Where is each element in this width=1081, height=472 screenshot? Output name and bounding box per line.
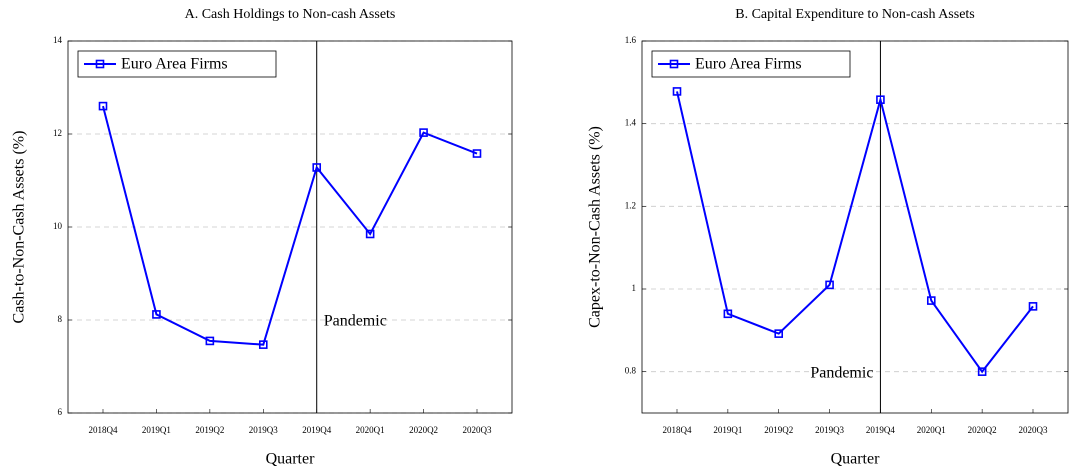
- y-tick-label: 1: [632, 283, 637, 293]
- legend-marker: [669, 59, 679, 69]
- point-marker: [152, 310, 161, 319]
- x-tick-label: 2019Q4: [866, 425, 895, 435]
- x-axis-label: Quarter: [266, 451, 316, 468]
- point-marker: [926, 296, 936, 305]
- x-tick-label: 2019Q1: [713, 425, 742, 435]
- legend-text: Euro Area Firms: [695, 56, 802, 73]
- x-tick-label: 2018Q4: [89, 425, 118, 435]
- x-tick-label: 2020Q3: [1019, 425, 1048, 435]
- point-marker: [723, 309, 733, 319]
- point-marker: [825, 280, 834, 290]
- y-tick-label: 12: [53, 128, 62, 138]
- y-tick-label: 14: [53, 35, 63, 45]
- plot-frame: [641, 40, 1069, 414]
- x-tick-label: 2019Q4: [302, 425, 331, 435]
- point-marker: [365, 229, 375, 239]
- x-tick-label: 2019Q2: [195, 425, 224, 435]
- y-tick-label: 1.4: [625, 118, 637, 128]
- x-tick-label: 2020Q3: [463, 425, 492, 435]
- point-marker: [977, 367, 987, 376]
- chart-title: A. Cash Holdings to Non-cash Assets: [185, 7, 396, 22]
- x-tick-label: 2019Q3: [249, 425, 278, 435]
- chart-panel: 0.8 1 1.2 1.4 1.6 2018Q4 2019Q1 2019Q2 2019Q3 201…: [587, 7, 1069, 468]
- point-marker: [774, 329, 784, 338]
- point-marker: [98, 101, 108, 111]
- legend-text: Euro Area Firms: [121, 56, 228, 73]
- x-tick-label: 2020Q2: [968, 425, 997, 435]
- point-marker: [472, 149, 482, 158]
- point-marker: [258, 340, 268, 349]
- y-tick-label: 1.6: [625, 35, 637, 45]
- y-tick-label: 10: [53, 221, 63, 231]
- point-marker: [876, 95, 885, 104]
- x-tick-label: 2020Q1: [356, 425, 385, 435]
- x-tick-label: 2019Q1: [142, 425, 171, 435]
- y-tick-label: 6: [58, 407, 63, 417]
- series-line: [102, 105, 478, 346]
- x-axis-label: Quarter: [831, 451, 881, 468]
- y-tick-label: 0.8: [625, 366, 637, 376]
- x-tick-label: 2019Q3: [815, 425, 844, 435]
- x-tick-label: 2020Q1: [917, 425, 946, 435]
- x-tick-label: 2018Q4: [663, 425, 692, 435]
- chart-title: B. Capital Expenditure to Non-cash Asset…: [735, 7, 975, 22]
- y-tick-label: 1.2: [625, 200, 636, 210]
- y-tick-label: 8: [58, 314, 63, 324]
- point-marker: [205, 336, 215, 346]
- x-tick-label: 2020Q2: [409, 425, 438, 435]
- legend-marker: [95, 59, 105, 69]
- plot-frame: [67, 40, 513, 414]
- x-tick-label: 2019Q2: [764, 425, 793, 435]
- chart-panel: 6 8 10 12 14 2018Q4 2019Q1 2019Q2 2019Q3 2019Q4 20…: [11, 7, 513, 468]
- point-marker: [419, 128, 428, 137]
- point-marker: [312, 163, 322, 172]
- series-line: [676, 91, 1034, 374]
- point-marker: [672, 87, 682, 96]
- event-label: Pandemic: [810, 365, 873, 382]
- event-label: Pandemic: [324, 313, 387, 330]
- y-axis-label: Capex-to-Non-Cash Assets (%): [587, 126, 604, 328]
- y-axis-label: Cash-to-Non-Cash Assets (%): [11, 131, 28, 324]
- point-marker: [1028, 302, 1038, 311]
